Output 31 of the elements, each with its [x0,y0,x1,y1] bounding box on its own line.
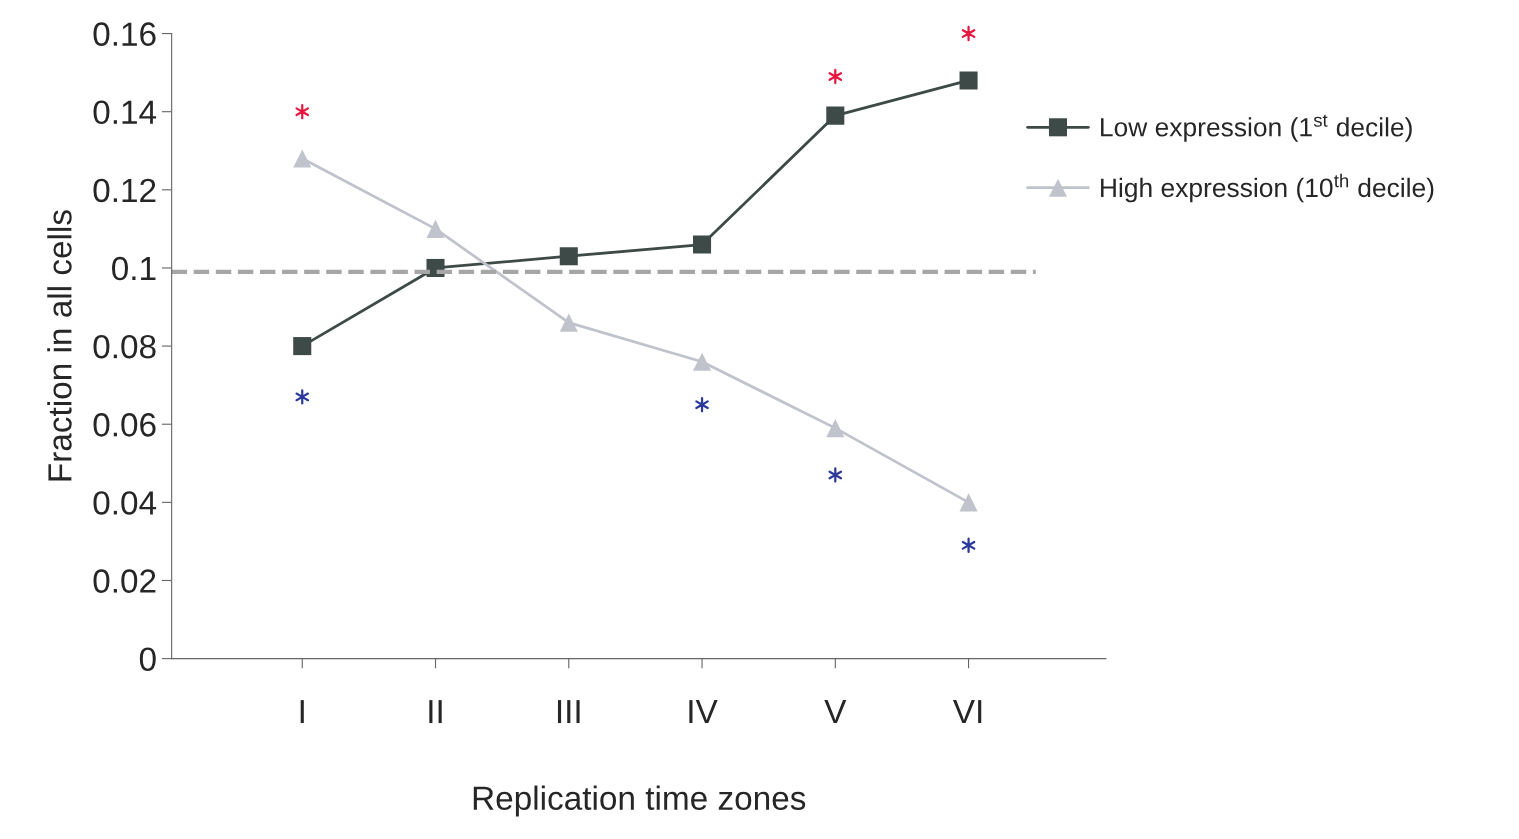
point [826,419,845,438]
legend-label: Low expression (1$^{st}$ decile) [1101,114,1412,142]
x-tick-label: VI [952,700,982,724]
point [693,235,712,254]
point [293,337,312,356]
point [826,106,845,125]
y-tick-label: 0.12 [93,178,156,203]
x-axis-title: Replication time zones [473,785,806,817]
y-tick-label: 0 [139,647,156,672]
y-tick-label: 0.04 [93,491,157,515]
y-tick-label: 0.1 [112,256,156,281]
point [295,103,310,120]
point [559,247,578,266]
x-tick-label: II [429,700,442,724]
y-tick-label: 0.02 [93,569,156,593]
point [959,493,978,512]
y-tick-label: 0.16 [93,22,156,46]
point [959,71,978,90]
point [693,352,712,371]
y-tick-label: 0.06 [93,413,156,437]
y-tick-label: 0.08 [93,334,156,359]
point [426,219,445,238]
x-tick-label: III [557,700,580,724]
point [293,149,312,168]
x-tick-label: I [300,700,304,724]
y-tick-label: 0.14 [93,100,157,125]
point [559,313,578,332]
x-tick-label: IV [689,700,718,724]
x-tick-label: V [824,700,847,724]
legend-label: High expression (10$^{th}$ decile) [1101,173,1434,203]
y-axis-title: Fraction in all cells [47,210,72,481]
